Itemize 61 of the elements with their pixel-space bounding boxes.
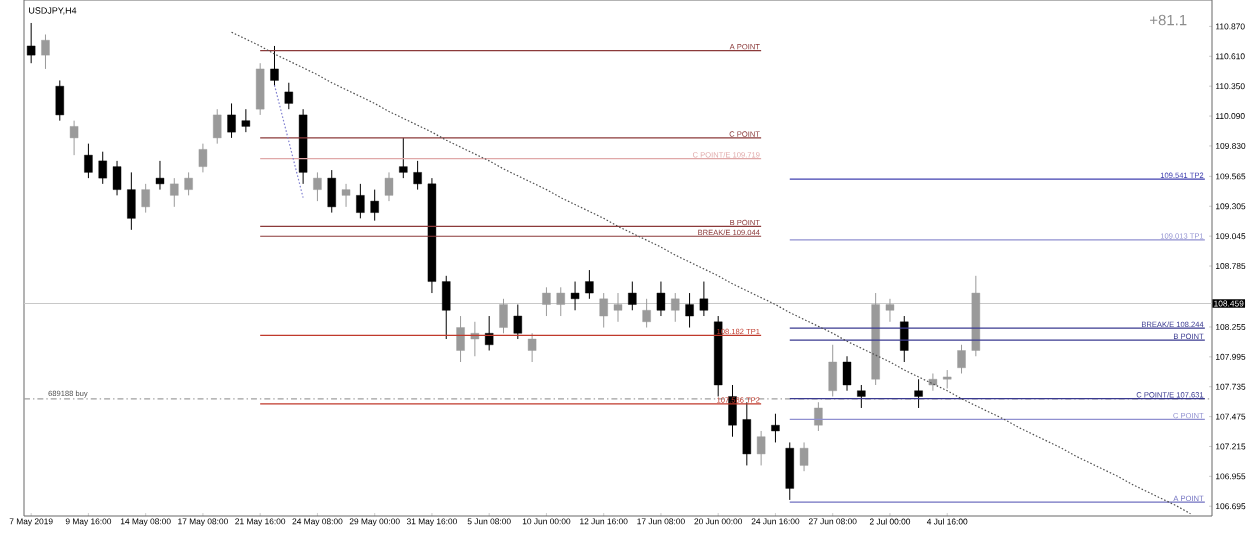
candlestick (656, 281, 666, 317)
candlestick (814, 401, 823, 432)
candlestick (585, 269, 594, 300)
candlestick (141, 183, 150, 214)
candlestick (742, 401, 752, 466)
candlestick (957, 344, 966, 374)
candlestick (384, 171, 394, 202)
candlestick (112, 160, 122, 196)
candlestick (484, 315, 494, 352)
candlestick (399, 137, 408, 179)
candlestick (55, 79, 64, 122)
candlestick (885, 298, 895, 323)
candlestick (914, 378, 923, 409)
candlestick (828, 344, 837, 397)
candlestick (241, 108, 251, 133)
candlestick (213, 108, 222, 145)
candlestick (842, 355, 852, 392)
candlestick (499, 298, 508, 334)
candlestick (628, 281, 637, 311)
candlestick (170, 177, 179, 208)
candlestick (699, 281, 709, 317)
candlestick (527, 332, 537, 363)
candlestick (613, 292, 623, 323)
candlestick (943, 369, 952, 389)
candlestick (542, 286, 551, 317)
candlestick (198, 143, 208, 173)
candlestick (470, 321, 480, 357)
candlestick (270, 45, 279, 87)
candlestick (642, 298, 651, 329)
candlestick (413, 160, 422, 191)
candlestick (599, 292, 608, 329)
candlestick (26, 22, 36, 64)
candlestick (370, 189, 379, 222)
candlestick (255, 62, 265, 116)
candlestick (756, 430, 766, 466)
candlestick (799, 441, 809, 472)
candlestick (313, 171, 322, 202)
candlestick (785, 441, 794, 501)
candlestick (570, 281, 580, 311)
candlestick (356, 183, 365, 219)
candlestick (127, 171, 136, 231)
candlestick (771, 413, 780, 443)
candlestick (284, 82, 293, 110)
candlestick (857, 384, 866, 409)
candlestick (900, 315, 909, 363)
candlestick (155, 160, 165, 191)
candlestick (456, 315, 465, 363)
candlestick (556, 286, 565, 317)
candlestick (928, 372, 938, 392)
candlestick (341, 183, 351, 208)
candlestick (327, 169, 336, 214)
candlestick (69, 120, 79, 156)
candlestick (98, 151, 107, 185)
candlestick (41, 33, 50, 70)
candlestick (84, 143, 93, 179)
candlestick (671, 292, 680, 323)
candlestick (442, 275, 451, 340)
candlestick (227, 102, 236, 139)
candlestick (685, 292, 694, 329)
candlestick (513, 304, 523, 340)
candlestick (184, 171, 193, 196)
